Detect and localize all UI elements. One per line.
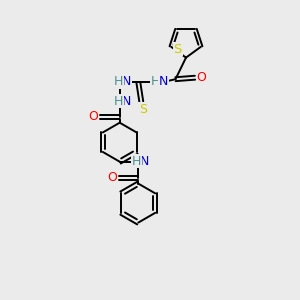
Text: S: S [139, 103, 147, 116]
Text: N: N [122, 75, 131, 88]
Text: H: H [113, 75, 123, 88]
Text: N: N [140, 154, 150, 168]
Text: N: N [159, 75, 168, 88]
Text: O: O [197, 70, 206, 84]
Text: H: H [113, 94, 123, 108]
Text: S: S [174, 43, 182, 56]
Text: H: H [132, 154, 142, 168]
Text: O: O [89, 110, 98, 123]
Text: N: N [122, 94, 131, 108]
Text: H: H [151, 75, 160, 88]
Text: O: O [107, 171, 117, 184]
